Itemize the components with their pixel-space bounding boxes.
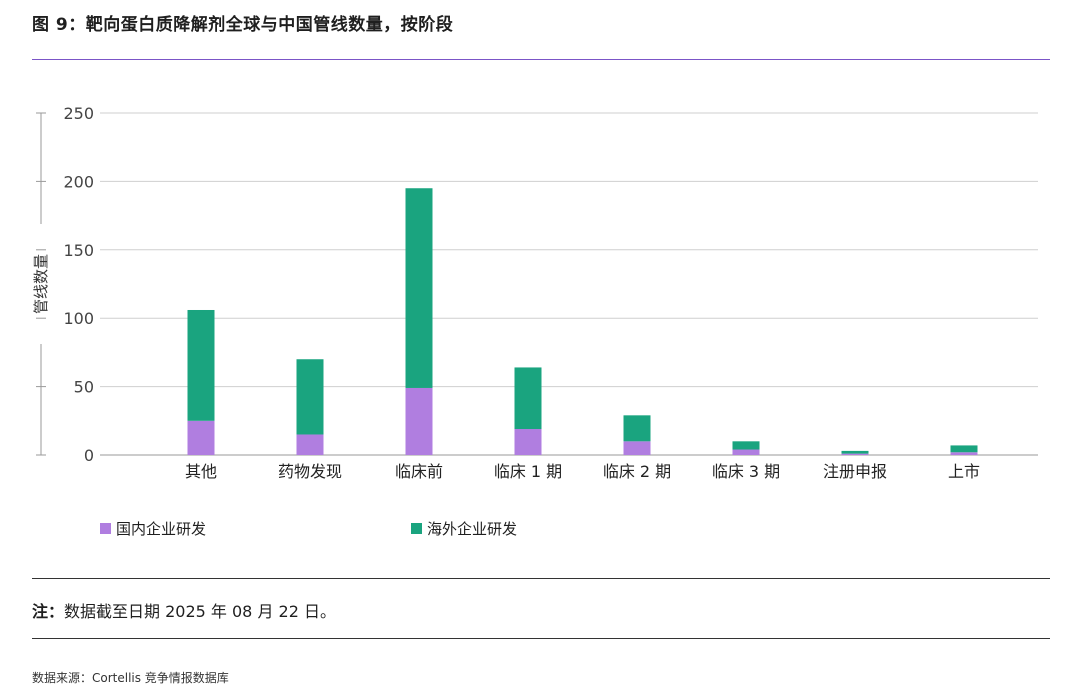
title-divider: [32, 59, 1050, 60]
bar-overseas: [296, 359, 324, 435]
bar-domestic: [296, 434, 324, 455]
x-tick-label: 上市: [948, 462, 980, 481]
y-tick-label: 150: [63, 241, 94, 260]
legend-swatch-domestic: [100, 523, 111, 534]
bar-domestic: [623, 441, 651, 455]
legend-label-domestic: 国内企业研发: [116, 520, 207, 538]
note-text: 数据截至日期 2025 年 08 月 22 日。: [64, 602, 336, 621]
x-tick-label: 药物发现: [278, 462, 342, 481]
bar-domestic: [841, 453, 869, 455]
x-tick-label: 临床 3 期: [712, 462, 780, 481]
y-tick-label: 200: [63, 172, 94, 191]
chart-title: 图 9：靶向蛋白质降解剂全球与中国管线数量，按阶段: [32, 15, 454, 35]
bar-overseas: [841, 450, 869, 454]
note-divider-bottom: [32, 638, 1050, 639]
x-tick-label: 临床 1 期: [494, 462, 562, 481]
y-tick-label: 100: [63, 309, 94, 328]
bar-domestic: [514, 429, 542, 455]
bar-overseas: [405, 188, 433, 388]
note-divider-top: [32, 578, 1050, 579]
bar-overseas: [514, 367, 542, 430]
source-text: 数据来源：Cortellis 竞争情报数据库: [32, 671, 229, 685]
legend-item-domestic: 国内企业研发: [100, 518, 206, 539]
y-tick-label: 50: [74, 378, 94, 397]
bar-domestic: [950, 452, 978, 455]
bar-overseas: [623, 415, 651, 442]
legend-label-overseas: 海外企业研发: [427, 520, 518, 538]
note-label: 注：: [32, 602, 65, 621]
bar-overseas: [187, 309, 215, 421]
x-tick-label: 临床 2 期: [603, 462, 671, 481]
note: 注：数据截至日期 2025 年 08 月 22 日。: [32, 598, 336, 622]
legend-item-overseas: 海外企业研发: [411, 518, 517, 539]
bar-domestic: [732, 449, 760, 455]
x-tick-label: 临床前: [395, 462, 443, 481]
y-axis-label: 管线数量: [32, 254, 50, 314]
bar-overseas: [950, 445, 978, 453]
bar-domestic: [187, 420, 215, 455]
legend-swatch-overseas: [411, 523, 422, 534]
bar-domestic: [405, 387, 433, 455]
x-tick-label: 注册申报: [823, 462, 887, 481]
x-tick-label: 其他: [185, 462, 217, 481]
bar-overseas: [732, 441, 760, 450]
y-tick-label: 0: [84, 446, 94, 465]
y-tick-label: 250: [63, 104, 94, 123]
